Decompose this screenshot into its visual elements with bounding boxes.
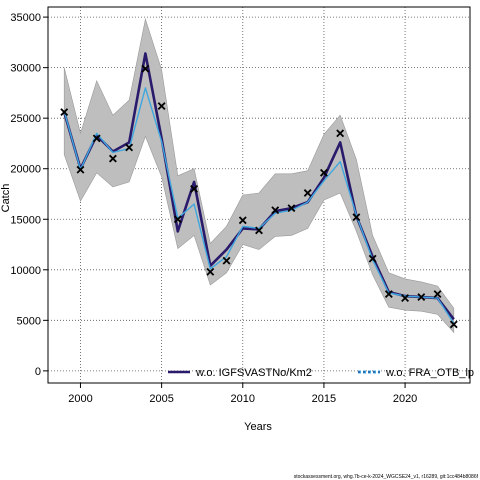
y-axis-title: Catch: [0, 184, 12, 213]
observed-point: [60, 108, 69, 117]
observed-point: [190, 184, 199, 193]
observed-point: [417, 293, 426, 302]
observed-point: [92, 134, 101, 143]
observed-point: [319, 168, 328, 177]
y-tick-label: 20000: [10, 164, 41, 176]
y-tick-label: 35000: [10, 12, 41, 24]
y-tick-label: 25000: [10, 113, 41, 125]
x-tick-label: 2010: [231, 393, 255, 405]
observed-point: [303, 189, 312, 197]
legend-label-series-2: w.o. FRA_OTB_lp: [385, 367, 474, 379]
observed-point: [336, 129, 345, 138]
observed-point: [271, 206, 280, 215]
observed-point: [238, 216, 247, 225]
x-tick-label: 2000: [68, 393, 92, 405]
observed-point: [108, 154, 117, 163]
observed-point: [206, 267, 215, 276]
y-tick-label: 10000: [10, 265, 41, 277]
plot-frame: [47, 6, 471, 384]
observed-point: [157, 102, 166, 110]
observed-point: [384, 290, 393, 298]
observed-point: [287, 204, 296, 213]
observed-point: [125, 143, 134, 152]
footnote: stockassessment.org, whg.7b-ce-k-2024_WG…: [294, 474, 479, 480]
observed-point: [222, 256, 231, 265]
observed-point: [352, 213, 361, 222]
y-tick-label: 30000: [10, 63, 41, 75]
y-axis-ticks: 0 5000 10000 15000 20000 25000 30000 35000: [10, 12, 48, 378]
y-tick-label: 5000: [17, 315, 41, 327]
observed-markers: [60, 64, 458, 329]
observed-point: [433, 290, 442, 298]
x-tick-label: 2005: [149, 393, 173, 405]
observed-point: [401, 294, 410, 303]
x-axis-ticks: 2000 2005 2010 2015 2020: [68, 383, 417, 405]
y-tick-label: 15000: [10, 214, 41, 226]
observed-point: [368, 254, 377, 263]
observed-point: [173, 215, 182, 224]
observed-point: [141, 64, 150, 73]
observed-point: [255, 226, 263, 235]
x-axis-title: Years: [244, 421, 272, 433]
x-tick-label: 2015: [312, 393, 336, 405]
confidence-band: [63, 17, 455, 334]
legend: w.o. IGFSVASTNo/Km2 w.o. FRA_OTB_lp: [168, 367, 474, 379]
observed-point: [449, 320, 458, 329]
observed-point: [76, 165, 85, 174]
x-tick-label: 2020: [393, 393, 417, 405]
y-tick-label: 0: [35, 366, 41, 378]
legend-label-series-1: w.o. IGFSVASTNo/Km2: [195, 367, 312, 379]
